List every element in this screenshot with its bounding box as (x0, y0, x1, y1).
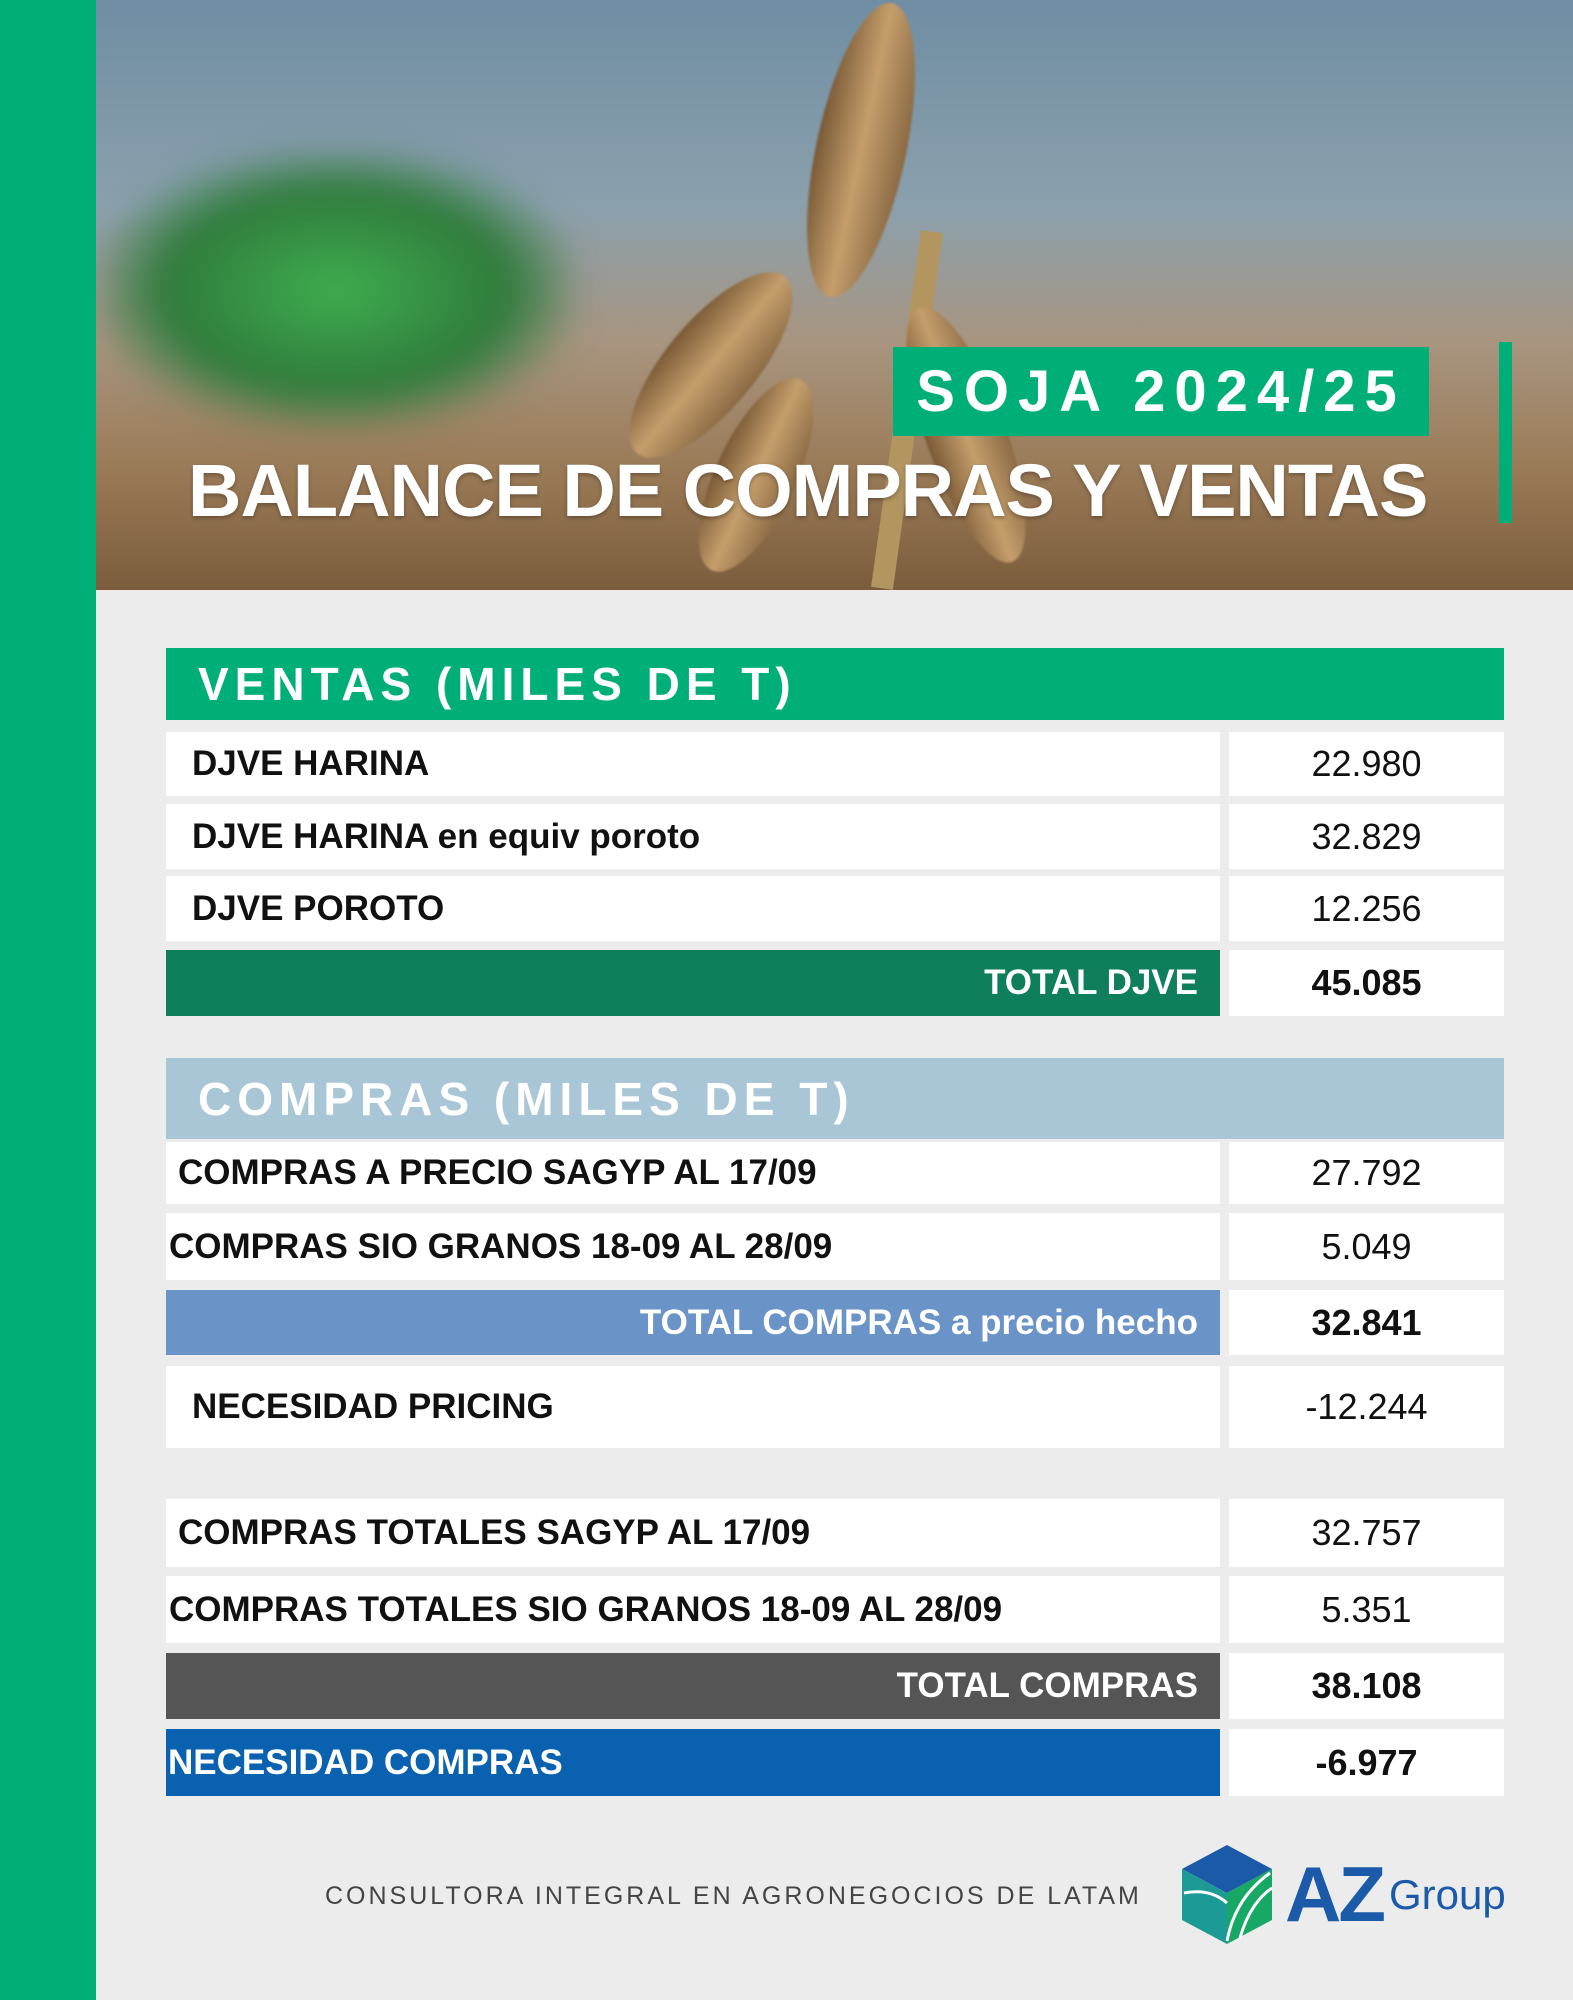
row-label: COMPRAS SIO GRANOS 18-09 AL 28/09 (166, 1213, 1220, 1280)
row-value: 12.256 (1229, 876, 1504, 941)
row-label: DJVE HARINA en equiv poroto (166, 804, 1220, 869)
footer-tagline: CONSULTORA INTEGRAL EN AGRONEGOCIOS DE L… (325, 1882, 1142, 1910)
row-label: COMPRAS TOTALES SAGYP AL 17/09 (166, 1499, 1220, 1567)
cube-logo-icon (1182, 1845, 1273, 1944)
row-label: COMPRAS TOTALES SIO GRANOS 18-09 AL 28/0… (166, 1576, 1220, 1643)
harvester-blur (96, 150, 576, 430)
table-row: DJVE HARINA en equiv poroto 32.829 (166, 804, 1504, 869)
row-value: 5.351 (1229, 1576, 1504, 1643)
table-row: COMPRAS TOTALES SIO GRANOS 18-09 AL 28/0… (166, 1576, 1504, 1643)
total-value: -6.977 (1229, 1729, 1504, 1796)
ventas-header: VENTAS (MILES DE T) (166, 648, 1504, 720)
total-label: TOTAL COMPRAS a precio hecho (166, 1290, 1220, 1355)
row-label: DJVE POROTO (166, 876, 1220, 941)
table-row: NECESIDAD PRICING -12.244 (166, 1366, 1504, 1448)
total-row: TOTAL DJVE 45.085 (166, 950, 1504, 1016)
row-label: NECESIDAD PRICING (166, 1366, 1220, 1448)
row-label: COMPRAS A PRECIO SAGYP AL 17/09 (166, 1142, 1220, 1204)
total-row: TOTAL COMPRAS 38.108 (166, 1653, 1504, 1719)
total-label: NECESIDAD COMPRAS (166, 1729, 1220, 1796)
season-badge: SOJA 2024/25 (893, 347, 1429, 436)
table-row: DJVE POROTO 12.256 (166, 876, 1504, 941)
total-value: 45.085 (1229, 950, 1504, 1016)
total-label: TOTAL DJVE (166, 950, 1220, 1016)
compras-header: COMPRAS (MILES DE T) (166, 1058, 1504, 1139)
row-value: 27.792 (1229, 1142, 1504, 1204)
row-value: -12.244 (1229, 1366, 1504, 1448)
row-value: 32.757 (1229, 1499, 1504, 1567)
accent-line (1499, 342, 1512, 523)
table-row: DJVE HARINA 22.980 (166, 732, 1504, 796)
hero-image (96, 0, 1573, 590)
total-value: 32.841 (1229, 1290, 1504, 1355)
row-value: 5.049 (1229, 1213, 1504, 1280)
table-row: COMPRAS TOTALES SAGYP AL 17/09 32.757 (166, 1499, 1504, 1567)
logo-text: AZ (1285, 1850, 1386, 1938)
soy-pod (785, 0, 937, 307)
necesidad-compras-row: NECESIDAD COMPRAS -6.977 (166, 1729, 1504, 1796)
table-row: COMPRAS A PRECIO SAGYP AL 17/09 27.792 (166, 1142, 1504, 1204)
side-accent-bar (0, 0, 96, 2000)
az-group-logo: AZ Group (1180, 1843, 1506, 1946)
total-row: TOTAL COMPRAS a precio hecho 32.841 (166, 1290, 1504, 1355)
row-value: 32.829 (1229, 804, 1504, 869)
page-title: BALANCE DE COMPRAS Y VENTAS (188, 449, 1428, 532)
logo-subtext: Group (1388, 1870, 1506, 1918)
row-value: 22.980 (1229, 732, 1504, 796)
row-label: DJVE HARINA (166, 732, 1220, 796)
total-value: 38.108 (1229, 1653, 1504, 1719)
total-label: TOTAL COMPRAS (166, 1653, 1220, 1719)
table-row: COMPRAS SIO GRANOS 18-09 AL 28/09 5.049 (166, 1213, 1504, 1280)
